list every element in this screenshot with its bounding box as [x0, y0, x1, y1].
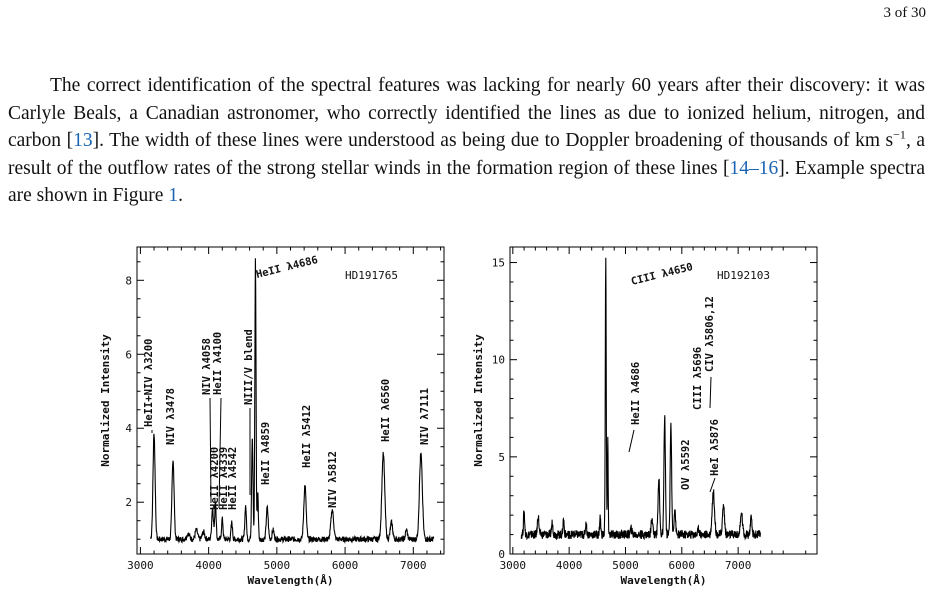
line-annotation: HeII λ4100: [212, 332, 224, 395]
line-annotation: HeII λ4200: [209, 447, 221, 510]
citation-link-16[interactable]: 16: [758, 157, 779, 179]
x-tick-label: 4000: [195, 559, 222, 572]
line-annotation: NIII/V blend: [243, 329, 255, 405]
spectrum-chart-hd192103: 3000 4000 5000 6000 7000 0 5 10 15 Wavelength(Å) N…: [472, 246, 818, 587]
paragraph-text-5: .: [178, 185, 183, 206]
x-tick-label: 7000: [725, 559, 752, 572]
line-annotation: CIII λ5696: [692, 347, 704, 410]
spectrum-line: [520, 257, 762, 541]
x-tick-label: 6000: [669, 559, 696, 572]
line-annotation: OV λ5592: [680, 439, 692, 490]
x-tick-label: 5000: [264, 559, 291, 572]
line-annotation: NIV λ7111: [419, 388, 431, 445]
x-tick-label: 6000: [332, 559, 359, 572]
line-annotation: HeII λ6560: [380, 379, 392, 442]
page-number: 3 of 30: [883, 5, 927, 21]
citation-link-13[interactable]: 13: [73, 130, 93, 151]
annotation-leader-line: [709, 477, 716, 493]
citation-dash: –: [749, 157, 759, 179]
y-tick-label: 6: [125, 348, 132, 361]
line-annotation: HeII λ5412: [301, 405, 313, 468]
line-annotation: CIV λ5806,12: [704, 296, 716, 372]
annotation-leader-line: [709, 376, 712, 409]
paragraph-text-1: The correct identification of the spectr…: [8, 75, 925, 151]
x-tick-label: 3000: [127, 559, 153, 572]
x-tick-label: 3000: [500, 559, 527, 572]
line-annotation: CIII λ4650: [630, 261, 694, 288]
y-tick-label: 5: [498, 451, 505, 464]
line-annotation: HeII λ4542: [227, 447, 239, 510]
y-tick-label: 0: [498, 548, 505, 561]
line-annotation: HeII λ4339: [218, 447, 230, 510]
annotation-leader-line: [218, 397, 222, 509]
y-axis-label: Normalized Intensity: [99, 334, 112, 467]
y-tick-label: 8: [125, 274, 132, 287]
star-name-label: HD191765: [345, 269, 398, 282]
x-tick-label: 7000: [400, 559, 427, 572]
line-annotation: HeI λ5876: [709, 419, 721, 476]
x-tick-label: 5000: [612, 559, 639, 572]
plot-frame: [136, 246, 445, 555]
line-annotation: NIV λ3478: [165, 388, 177, 445]
x-axis-label: Wavelength(Å): [620, 574, 706, 587]
line-annotation: NIV λ5812: [327, 451, 339, 508]
y-tick-label: 10: [492, 354, 505, 367]
figure-link-1[interactable]: 1: [168, 185, 179, 206]
y-tick-label: 4: [125, 422, 132, 435]
plot-frame: [509, 246, 818, 555]
line-annotation: HeII λ4686: [255, 254, 319, 281]
superscript-minus-one: −1: [893, 127, 906, 142]
y-axis-label: Normalized Intensity: [472, 334, 485, 467]
line-annotation: HeII+NIV λ3200: [143, 338, 155, 427]
x-axis-label: Wavelength(Å): [247, 574, 333, 587]
paragraph-text-2: ]. The width of these lines were underst…: [92, 130, 894, 151]
line-annotation: HeII λ4859: [260, 422, 272, 485]
annotation-leader-line: [628, 429, 635, 453]
y-tick-label: 15: [492, 257, 505, 270]
paragraph-text-3: , a result of the outflow rates of the s…: [8, 130, 926, 179]
y-tick-label: 2: [125, 496, 132, 509]
line-annotation: NIV λ4058: [201, 338, 213, 395]
spectrum-line: [150, 258, 435, 545]
spectrum-chart-hd191765: 3000 4000 5000 6000 7000 2 4 6 8 Wavelength(Å) Nor…: [99, 246, 445, 587]
annotation-leader-line: [209, 397, 212, 504]
line-annotation: HeII λ4686: [630, 362, 642, 425]
body-paragraph: The correct identification of the spectr…: [8, 72, 925, 210]
citation-link-14[interactable]: 14: [729, 157, 750, 179]
paragraph-text-4: ]. Example spectra are shown in Figure: [8, 157, 926, 207]
x-tick-label: 4000: [556, 559, 583, 572]
star-name-label: HD192103: [717, 269, 770, 282]
